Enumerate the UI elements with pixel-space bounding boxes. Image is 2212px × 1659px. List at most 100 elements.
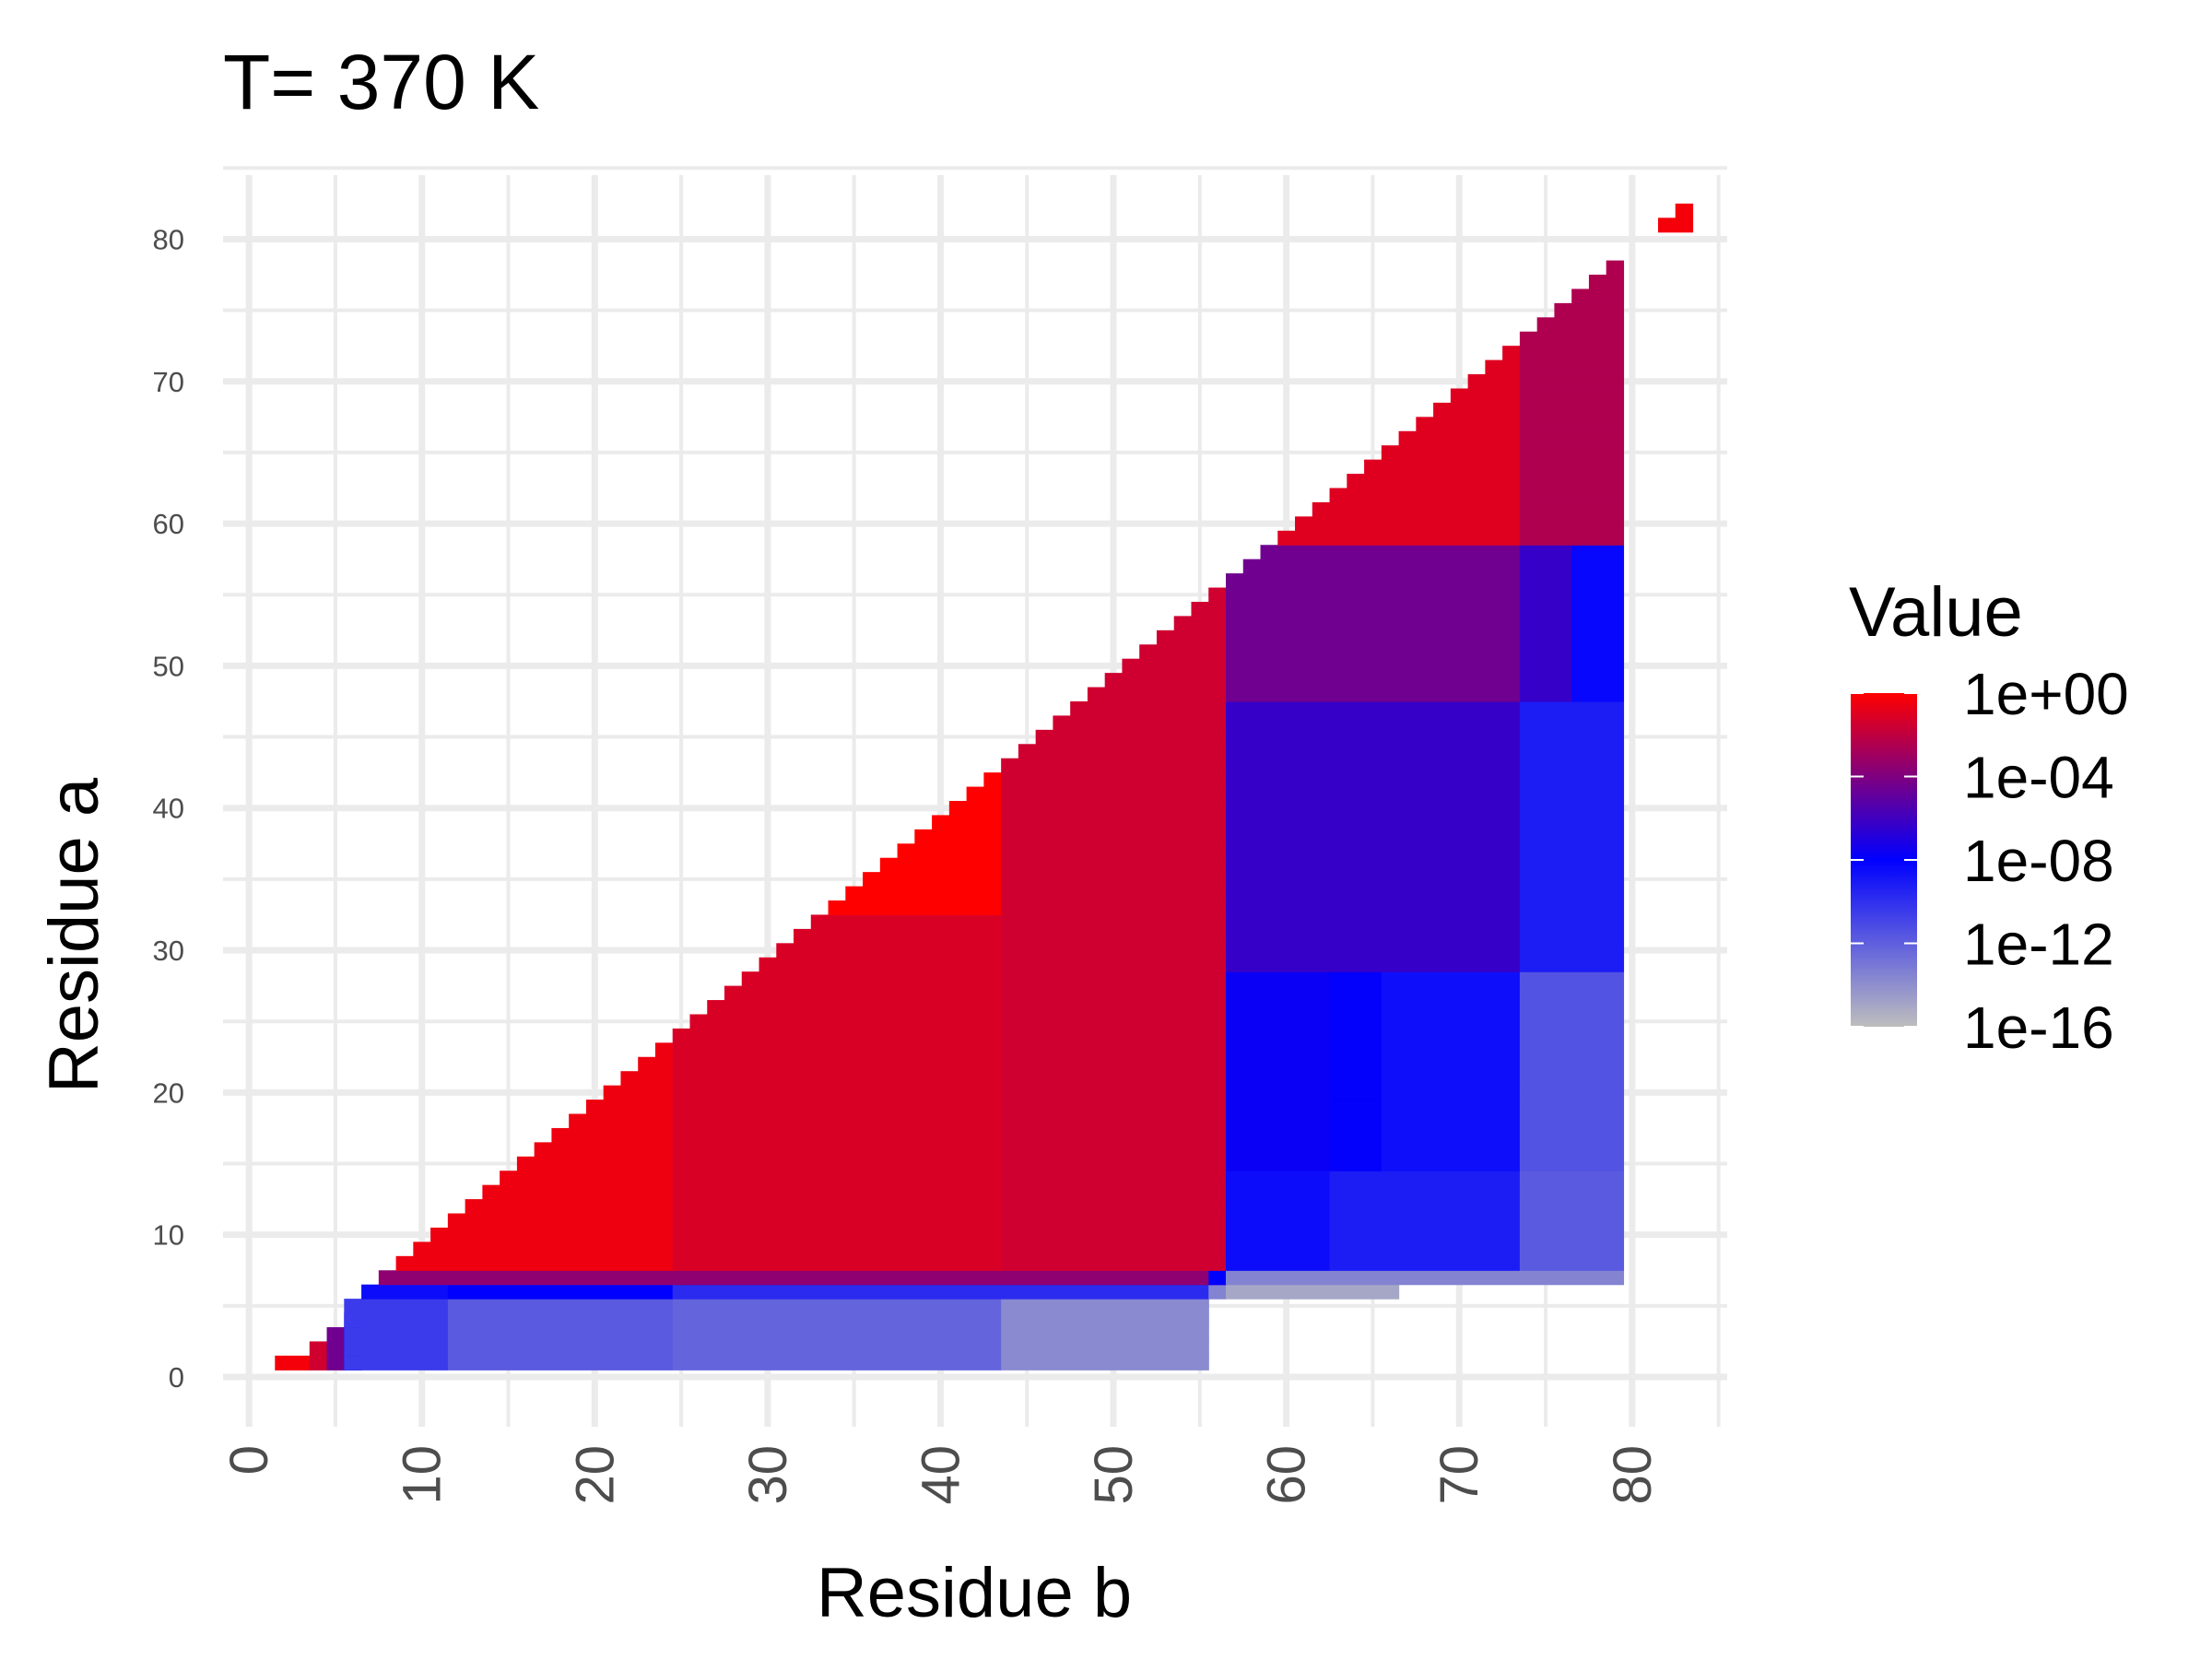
heatmap-cell [1001, 1355, 1209, 1371]
heatmap-cell [672, 1042, 1002, 1058]
heatmap-cell [672, 1184, 1002, 1200]
heatmap-cell [672, 1199, 1002, 1215]
heatmap-cell [1001, 1255, 1227, 1271]
heatmap-cell [413, 1241, 674, 1257]
heatmap-cell [672, 1227, 1002, 1242]
heatmap-cell [1519, 1127, 1625, 1143]
heatmap-cell [1329, 1056, 1382, 1072]
heatmap-cell [1001, 928, 1227, 944]
heatmap-cell [344, 1341, 449, 1357]
heatmap-cell [1519, 658, 1572, 674]
heatmap-cell [1329, 1184, 1521, 1200]
heatmap-cell [1208, 1270, 1227, 1286]
heatmap-cell [672, 1171, 1002, 1186]
heatmap-cell [1519, 829, 1625, 844]
heatmap-cell [447, 1341, 674, 1357]
heatmap-cell [1226, 815, 1521, 830]
heatmap-cell [1398, 430, 1521, 446]
heatmap-cell [1226, 758, 1521, 773]
heatmap-cell [1226, 857, 1521, 873]
heatmap-cell [482, 1184, 674, 1200]
heatmap-cell [1519, 872, 1625, 888]
heatmap-cell [1329, 1042, 1382, 1058]
heatmap-cell [1001, 1028, 1227, 1043]
heatmap-cell [1104, 673, 1227, 688]
heatmap-cell [1381, 971, 1521, 987]
heatmap-cell [1571, 687, 1625, 702]
heatmap-cell [1329, 1156, 1382, 1171]
heatmap-cell [430, 1227, 674, 1242]
heatmap-cell [1329, 1071, 1382, 1087]
heatmap-cell [672, 1085, 1002, 1100]
x-tick-label: 50 [1084, 1445, 1144, 1505]
heatmap-cell [1001, 786, 1227, 802]
y-tick-label: 70 [153, 366, 184, 398]
heatmap-cell [326, 1341, 345, 1357]
heatmap-cell [1001, 829, 1227, 844]
heatmap-cell [447, 1312, 674, 1328]
heatmap-cell [1226, 1284, 1400, 1300]
heatmap-cell [1519, 616, 1572, 631]
heatmap-cell [707, 1000, 1002, 1016]
heatmap-cell [1226, 985, 1331, 1001]
heatmap-cell [1226, 943, 1521, 959]
heatmap-cell [1381, 1113, 1521, 1129]
heatmap-cell [1519, 744, 1625, 759]
heatmap-cells [275, 203, 1694, 1371]
heatmap-cell [1226, 914, 1521, 930]
heatmap-cell [1519, 359, 1625, 375]
heatmap-cell [1226, 729, 1521, 745]
heatmap-cell [1519, 374, 1625, 390]
y-tick-label: 60 [153, 508, 184, 540]
x-tick-label: 80 [1603, 1445, 1663, 1505]
heatmap-cell [1519, 573, 1572, 589]
heatmap-cell [1001, 1213, 1227, 1229]
heatmap-cell [966, 786, 1002, 802]
heatmap-cell [1226, 744, 1521, 759]
heatmap-cell [1226, 1255, 1331, 1271]
heatmap-cell [1329, 971, 1382, 987]
heatmap-cell [1226, 1270, 1625, 1286]
heatmap-cell [672, 1299, 1002, 1314]
heatmap-cell [1226, 928, 1521, 944]
heatmap-cell [828, 900, 1002, 916]
y-tick-label: 50 [153, 650, 184, 682]
heatmap-cell [1001, 1171, 1227, 1186]
heatmap-cell [1381, 1028, 1521, 1043]
heatmap-cell [1519, 587, 1572, 603]
heatmap-cell [672, 1326, 1002, 1343]
legend-label: 1e-04 [1963, 745, 2114, 811]
heatmap-cell [1519, 1000, 1625, 1016]
heatmap-cell [1226, 1085, 1331, 1100]
heatmap-cell [603, 1085, 674, 1100]
legend-title: Value [1849, 573, 2023, 652]
heatmap-cell [810, 914, 1002, 930]
heatmap-cell [1226, 573, 1521, 589]
heatmap-cell [1519, 1113, 1625, 1129]
heatmap-cell [620, 1071, 674, 1087]
heatmap-cell [1001, 1014, 1227, 1030]
heatmap-cell [1226, 801, 1521, 817]
heatmap-cell [378, 1270, 1227, 1286]
heatmap-cell [1122, 658, 1227, 674]
heatmap-cell [1519, 1056, 1625, 1072]
heatmap-cell [1277, 530, 1521, 546]
heatmap-cell [1001, 1142, 1227, 1158]
heatmap-cell [1001, 1326, 1209, 1343]
heatmap-cell [1519, 417, 1625, 432]
heatmap-cell [1226, 1227, 1331, 1242]
heatmap-cell [585, 1100, 674, 1115]
heatmap-cell [1001, 914, 1227, 930]
x-axis-title: Residue b [817, 1554, 1132, 1632]
heatmap-cell [1226, 1014, 1331, 1030]
x-tick-label: 40 [912, 1445, 971, 1505]
heatmap-cell [1226, 658, 1521, 674]
x-tick-label: 70 [1430, 1445, 1489, 1505]
heatmap-cell [1519, 801, 1625, 817]
heatmap-cell [794, 928, 1002, 944]
heatmap-cell [1571, 616, 1625, 631]
heatmap-cell [465, 1199, 674, 1215]
heatmap-cell [1519, 1028, 1625, 1043]
heatmap-cell [1519, 957, 1625, 972]
